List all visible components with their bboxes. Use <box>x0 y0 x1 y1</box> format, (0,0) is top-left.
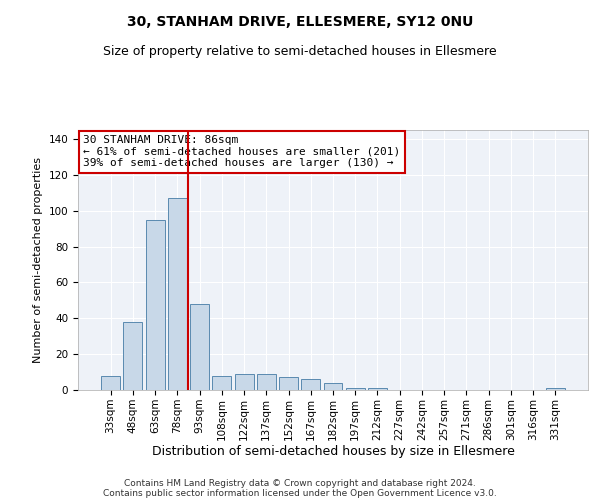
Bar <box>124 322 142 390</box>
Bar <box>323 383 343 390</box>
Bar <box>279 378 298 390</box>
Text: Size of property relative to semi-detached houses in Ellesmere: Size of property relative to semi-detach… <box>103 45 497 58</box>
Bar <box>546 388 565 390</box>
X-axis label: Distribution of semi-detached houses by size in Ellesmere: Distribution of semi-detached houses by … <box>152 446 514 458</box>
Text: Contains public sector information licensed under the Open Government Licence v3: Contains public sector information licen… <box>103 488 497 498</box>
Bar <box>101 376 120 390</box>
Text: Contains HM Land Registry data © Crown copyright and database right 2024.: Contains HM Land Registry data © Crown c… <box>124 478 476 488</box>
Bar <box>346 388 365 390</box>
Bar <box>212 376 231 390</box>
Text: 30 STANHAM DRIVE: 86sqm
← 61% of semi-detached houses are smaller (201)
39% of s: 30 STANHAM DRIVE: 86sqm ← 61% of semi-de… <box>83 135 400 168</box>
Bar <box>257 374 276 390</box>
Text: 30, STANHAM DRIVE, ELLESMERE, SY12 0NU: 30, STANHAM DRIVE, ELLESMERE, SY12 0NU <box>127 15 473 29</box>
Bar <box>190 304 209 390</box>
Bar <box>235 374 254 390</box>
Y-axis label: Number of semi-detached properties: Number of semi-detached properties <box>33 157 43 363</box>
Bar <box>368 388 387 390</box>
Bar <box>168 198 187 390</box>
Bar <box>301 379 320 390</box>
Bar <box>146 220 164 390</box>
